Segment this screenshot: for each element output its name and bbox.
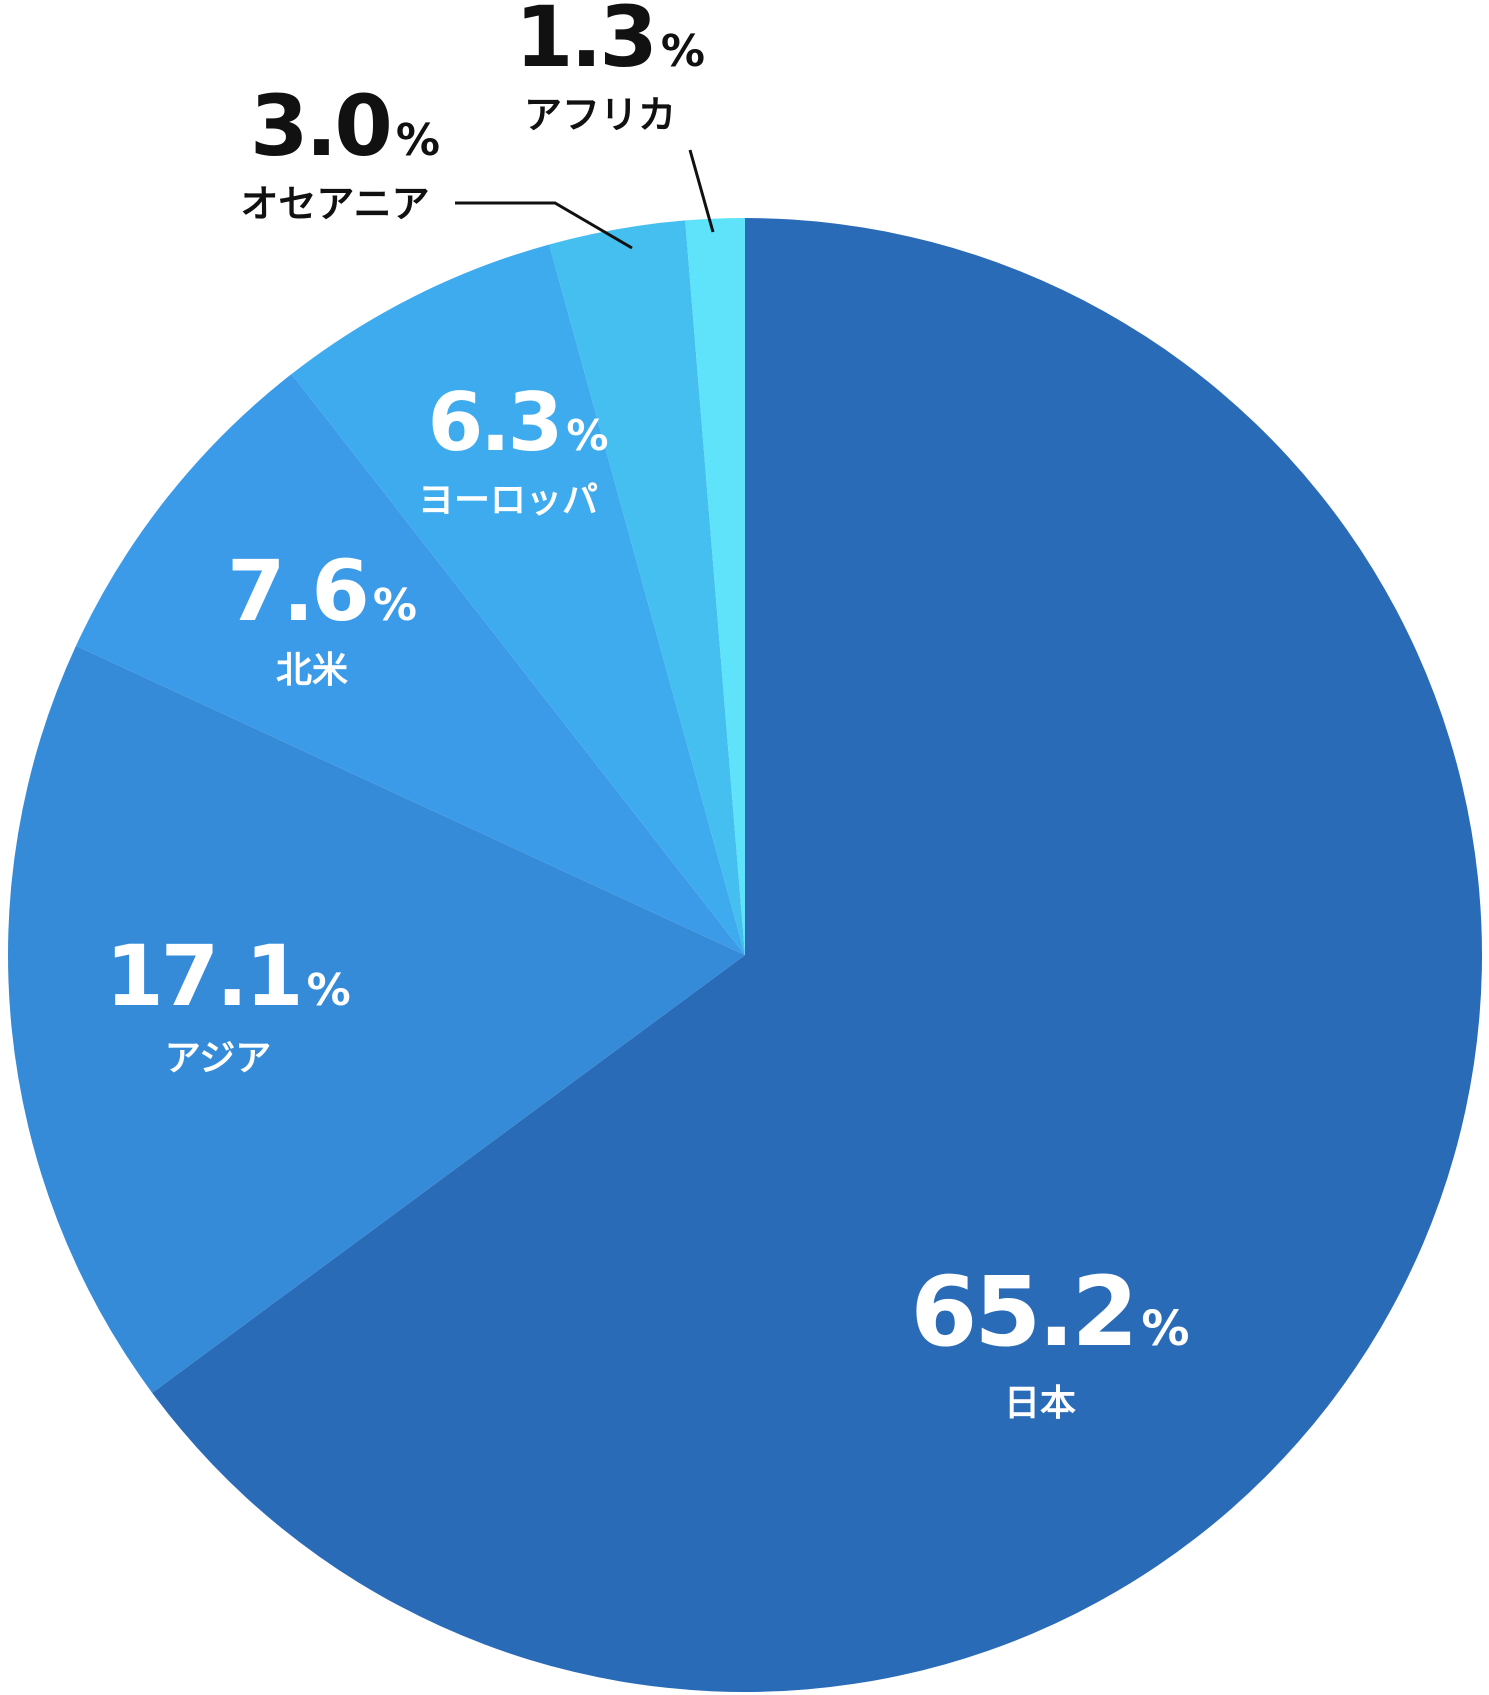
pie-slice-6 — [685, 218, 745, 955]
slice-value-label-4: 6.3% — [428, 376, 609, 469]
slice-value-label-5: 3.0% — [250, 77, 440, 175]
slice-value-label-6: 1.3% — [515, 0, 705, 86]
slice-name-label-1: 日本 — [1004, 1383, 1076, 1424]
slice-name-label-5: オセアニア — [240, 182, 429, 226]
leader-line-5 — [455, 201, 633, 250]
slice-value-label-3: 7.6% — [227, 542, 417, 640]
slice-name-label-4: ヨーロッパ — [418, 480, 598, 521]
slice-value-label-2: 17.1% — [105, 927, 350, 1025]
slice-name-label-2: アジア — [165, 1038, 272, 1079]
pie-slice-5 — [549, 220, 745, 955]
pie-slices — [8, 218, 1483, 1693]
slice-name-label-6: アフリカ — [524, 93, 676, 137]
leader-line-6 — [688, 149, 715, 233]
slice-labels: 65.2 % 日本 17.1 % アジア 7.6 % 北米 6.3 % ヨーロッパ 3.0 % オセアニア 1… — [105, 0, 1189, 1424]
slice-name-label-3: 北米 — [276, 650, 348, 691]
pie-slice-4 — [291, 244, 745, 956]
pie-slice-3 — [76, 374, 745, 955]
slice-value-label-1: 65.2% — [911, 1256, 1190, 1368]
leader-lines — [455, 149, 715, 250]
pie-slice-1 — [152, 218, 1483, 1693]
pie-slice-2 — [8, 645, 745, 1393]
